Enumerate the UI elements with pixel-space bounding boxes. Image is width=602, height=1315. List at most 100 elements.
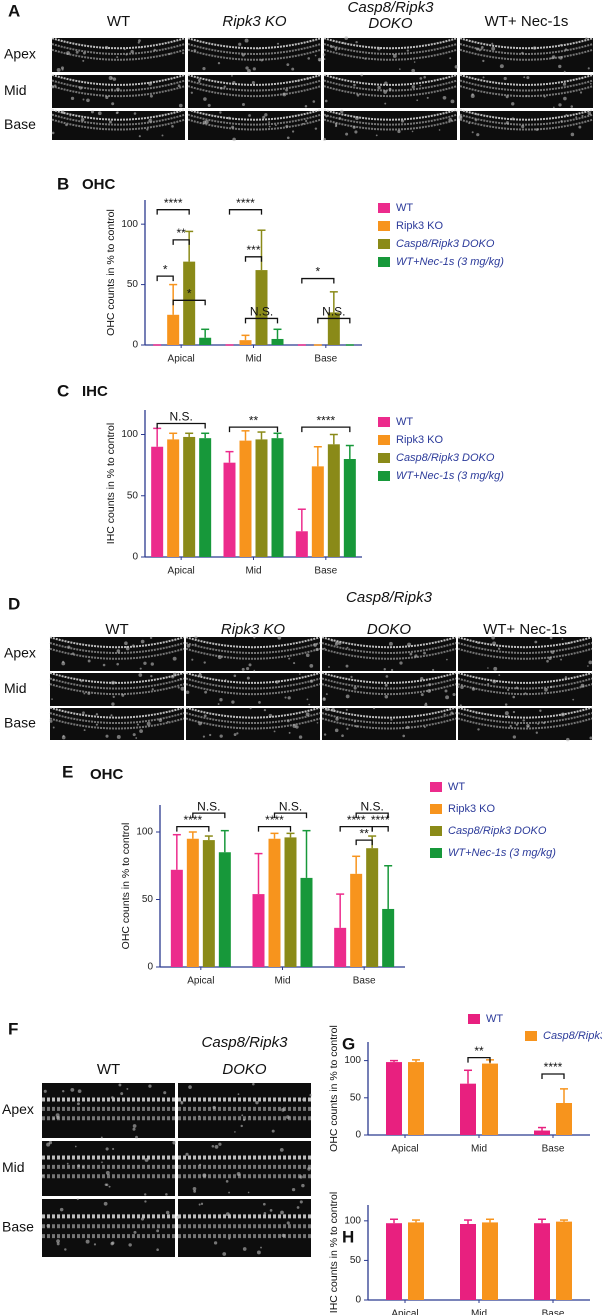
speckle [204,690,208,694]
significance-bracket [228,426,279,433]
speckle [550,685,553,689]
speckle [542,721,546,725]
speckle [580,683,585,688]
cell-row [459,113,594,126]
speckle [216,87,219,89]
cell-row [457,706,593,719]
bar [183,261,196,345]
speckle [550,57,553,60]
speckle [83,692,86,695]
speckle [179,677,182,680]
speckle [109,120,112,124]
cell-row [51,73,186,86]
speckle [338,48,340,51]
speckle [110,714,113,717]
speckle [252,1082,255,1086]
speckle [305,653,310,658]
speckle [400,119,405,123]
speckle [271,1129,275,1133]
speckle [295,725,299,729]
speckle [562,82,567,86]
speckle [52,678,55,682]
bar [255,270,268,345]
bar [271,438,284,557]
speckle [560,120,563,123]
speckle [128,1243,132,1247]
speckle [544,687,548,692]
column-header: Casp8/Ripk3 [346,589,433,606]
significance-bracket [273,812,308,819]
speckle [260,1246,262,1249]
speckle [587,67,590,70]
cell-row [187,79,322,92]
speckle [322,137,327,141]
speckle [53,84,57,87]
speckle [581,77,584,80]
speckle [452,692,456,697]
significance-bracket [244,317,279,324]
speckle [198,673,202,677]
speckle [234,1131,236,1133]
speckle [355,725,358,728]
speckle [231,700,235,704]
speckle [238,42,242,46]
speckle [360,73,364,77]
speckle [51,698,53,700]
speckle [80,117,85,122]
cell-row [185,712,321,725]
legend-swatch [430,848,442,858]
speckle [454,65,459,69]
speckle [78,86,83,90]
significance-label: * [163,262,168,276]
speckle [325,707,330,712]
legend-label: WT+Nec-1s (3 mg/kg) [396,470,504,482]
x-tick-label: Mid [274,976,290,987]
speckle [330,45,333,49]
speckle [559,43,563,47]
speckle [112,1147,115,1150]
speckle [548,656,552,660]
speckle [219,734,223,738]
speckle [543,95,546,98]
speckle [139,729,143,734]
speckle [475,47,479,51]
speckle [71,652,75,655]
bar [343,459,356,557]
speckle [165,1210,170,1215]
bar [460,1224,476,1300]
speckle [252,67,256,71]
row-label: Apex [2,1101,34,1117]
speckle [560,712,565,717]
significance-label: ** [176,226,186,240]
speckle [241,1114,244,1117]
speckle [491,635,495,640]
speckle [322,697,326,701]
speckle [335,717,339,721]
speckle [93,1243,97,1246]
speckle [64,1248,67,1251]
speckle [296,1206,300,1209]
legend-swatch [430,782,442,792]
speckle [100,1136,103,1139]
speckle [82,1165,85,1169]
speckle [150,662,154,666]
significance-bracket [371,825,389,832]
bar [295,531,308,557]
speckle [423,75,426,79]
speckle [413,61,416,63]
significance-label: **** [371,813,390,827]
speckle [474,118,478,122]
significance-label: **** [236,196,255,210]
speckle [407,642,412,647]
speckle [135,737,138,739]
speckle [111,680,115,685]
speckle [246,676,250,680]
speckle [405,725,410,729]
legend-label: Ripk3 KO [396,434,444,446]
speckle [171,675,175,679]
legend-label: WT [486,1013,503,1025]
speckle [515,686,519,690]
bar [239,440,252,557]
speckle [314,54,317,57]
legend-swatch [378,435,390,445]
